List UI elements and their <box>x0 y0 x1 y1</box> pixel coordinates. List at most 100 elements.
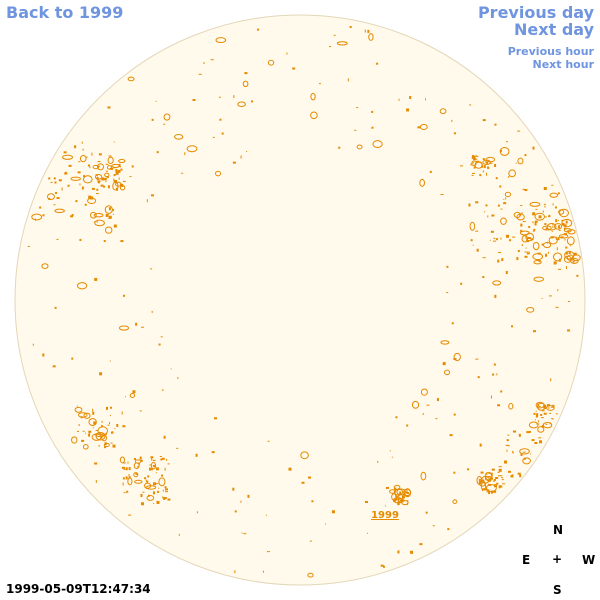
contour-speck <box>386 486 390 489</box>
contour-speck <box>419 543 423 546</box>
contour-speck <box>135 322 138 326</box>
contour-speck <box>451 322 454 325</box>
contour-speck <box>114 180 118 184</box>
contour-speck <box>515 162 517 164</box>
contour-speck <box>541 243 544 246</box>
contour-speck <box>572 260 575 263</box>
contour-speck <box>497 475 500 477</box>
contour-speck <box>494 164 497 168</box>
contour-speck <box>122 185 125 187</box>
contour-speck <box>411 400 420 409</box>
contour-speck <box>475 158 478 160</box>
contour-speck <box>520 452 523 456</box>
contour-speck <box>541 297 543 299</box>
contour-speck <box>534 419 536 421</box>
contour-speck <box>545 227 548 230</box>
contour-speck <box>139 456 142 460</box>
contour-speck <box>68 164 72 167</box>
back-to-year-link[interactable]: Back to 1999 <box>6 3 124 22</box>
contour-speck <box>181 172 184 174</box>
contour-speck <box>479 174 482 177</box>
contour-speck <box>553 252 563 262</box>
contour-speck <box>92 164 100 170</box>
contour-speck <box>475 201 479 204</box>
contour-speck <box>146 199 148 203</box>
contour-speck <box>88 433 91 437</box>
previous-day-link[interactable]: Previous day <box>477 3 594 22</box>
contour-speck <box>109 406 112 409</box>
contour-speck <box>109 360 111 362</box>
contour-speck <box>178 533 180 536</box>
contour-speck <box>493 240 497 242</box>
contour-speck <box>566 236 575 246</box>
contour-speck <box>140 326 144 328</box>
contour-speck <box>99 372 103 376</box>
contour-speck <box>333 34 336 36</box>
contour-speck <box>109 422 111 425</box>
contour-speck <box>61 187 63 191</box>
previous-hour-link[interactable]: Previous hour <box>507 45 594 58</box>
contour-speck <box>538 405 541 407</box>
contour-speck <box>67 184 70 187</box>
next-day-link[interactable]: Next day <box>514 20 594 39</box>
contour-speck <box>488 472 491 474</box>
contour-speck <box>518 433 521 437</box>
contour-speck <box>495 238 498 241</box>
contour-speck <box>558 229 561 231</box>
contour-speck <box>522 221 526 223</box>
contour-speck <box>485 204 488 207</box>
contour-speck <box>147 475 150 478</box>
contour-speck <box>127 477 133 486</box>
contour-speck <box>159 456 162 458</box>
contour-speck <box>131 165 134 168</box>
contour-speck <box>486 489 488 493</box>
contour-speck <box>527 237 531 240</box>
contour-speck <box>112 213 114 215</box>
contour-speck <box>436 398 439 402</box>
contour-speck <box>384 505 386 507</box>
contour-speck <box>388 489 397 494</box>
contour-speck <box>108 207 111 211</box>
contour-speck <box>211 451 215 454</box>
contour-speck <box>50 181 53 183</box>
contour-speck <box>442 362 446 366</box>
contour-speck <box>502 483 506 485</box>
contour-speck <box>232 487 235 491</box>
contour-speck <box>446 265 449 268</box>
next-hour-link[interactable]: Next hour <box>532 58 595 71</box>
contour-speck <box>544 216 547 218</box>
year-link-label[interactable]: 1999 <box>371 510 399 521</box>
contour-speck <box>497 471 500 473</box>
contour-speck <box>174 133 184 140</box>
contour-speck <box>420 388 428 396</box>
contour-speck <box>489 239 491 241</box>
contour-speck <box>196 511 198 514</box>
contour-speck <box>517 157 524 165</box>
contour-speck <box>138 462 140 465</box>
contour-speck <box>525 232 535 242</box>
contour-speck <box>432 525 435 527</box>
contour-speck <box>526 431 530 434</box>
contour-speck <box>267 59 275 66</box>
contour-speck <box>149 464 152 466</box>
contour-speck <box>493 237 496 239</box>
contour-speck <box>393 497 404 504</box>
contour-speck <box>480 471 484 474</box>
contour-speck <box>95 193 99 195</box>
contour-speck <box>533 259 542 265</box>
contour-speck <box>532 253 544 261</box>
contour-speck <box>237 101 246 107</box>
contour-speck <box>391 456 393 458</box>
contour-speck <box>164 467 166 471</box>
contour-speck <box>554 206 557 209</box>
contour-speck <box>123 492 126 494</box>
contour-speck <box>486 161 489 164</box>
contour-speck <box>165 491 169 493</box>
contour-speck <box>114 428 116 430</box>
contour-speck <box>288 467 292 471</box>
contour-speck <box>508 403 514 410</box>
contour-speck <box>558 225 561 229</box>
contour-speck <box>85 432 87 434</box>
contour-speck <box>565 220 568 224</box>
contour-speck <box>123 468 126 470</box>
